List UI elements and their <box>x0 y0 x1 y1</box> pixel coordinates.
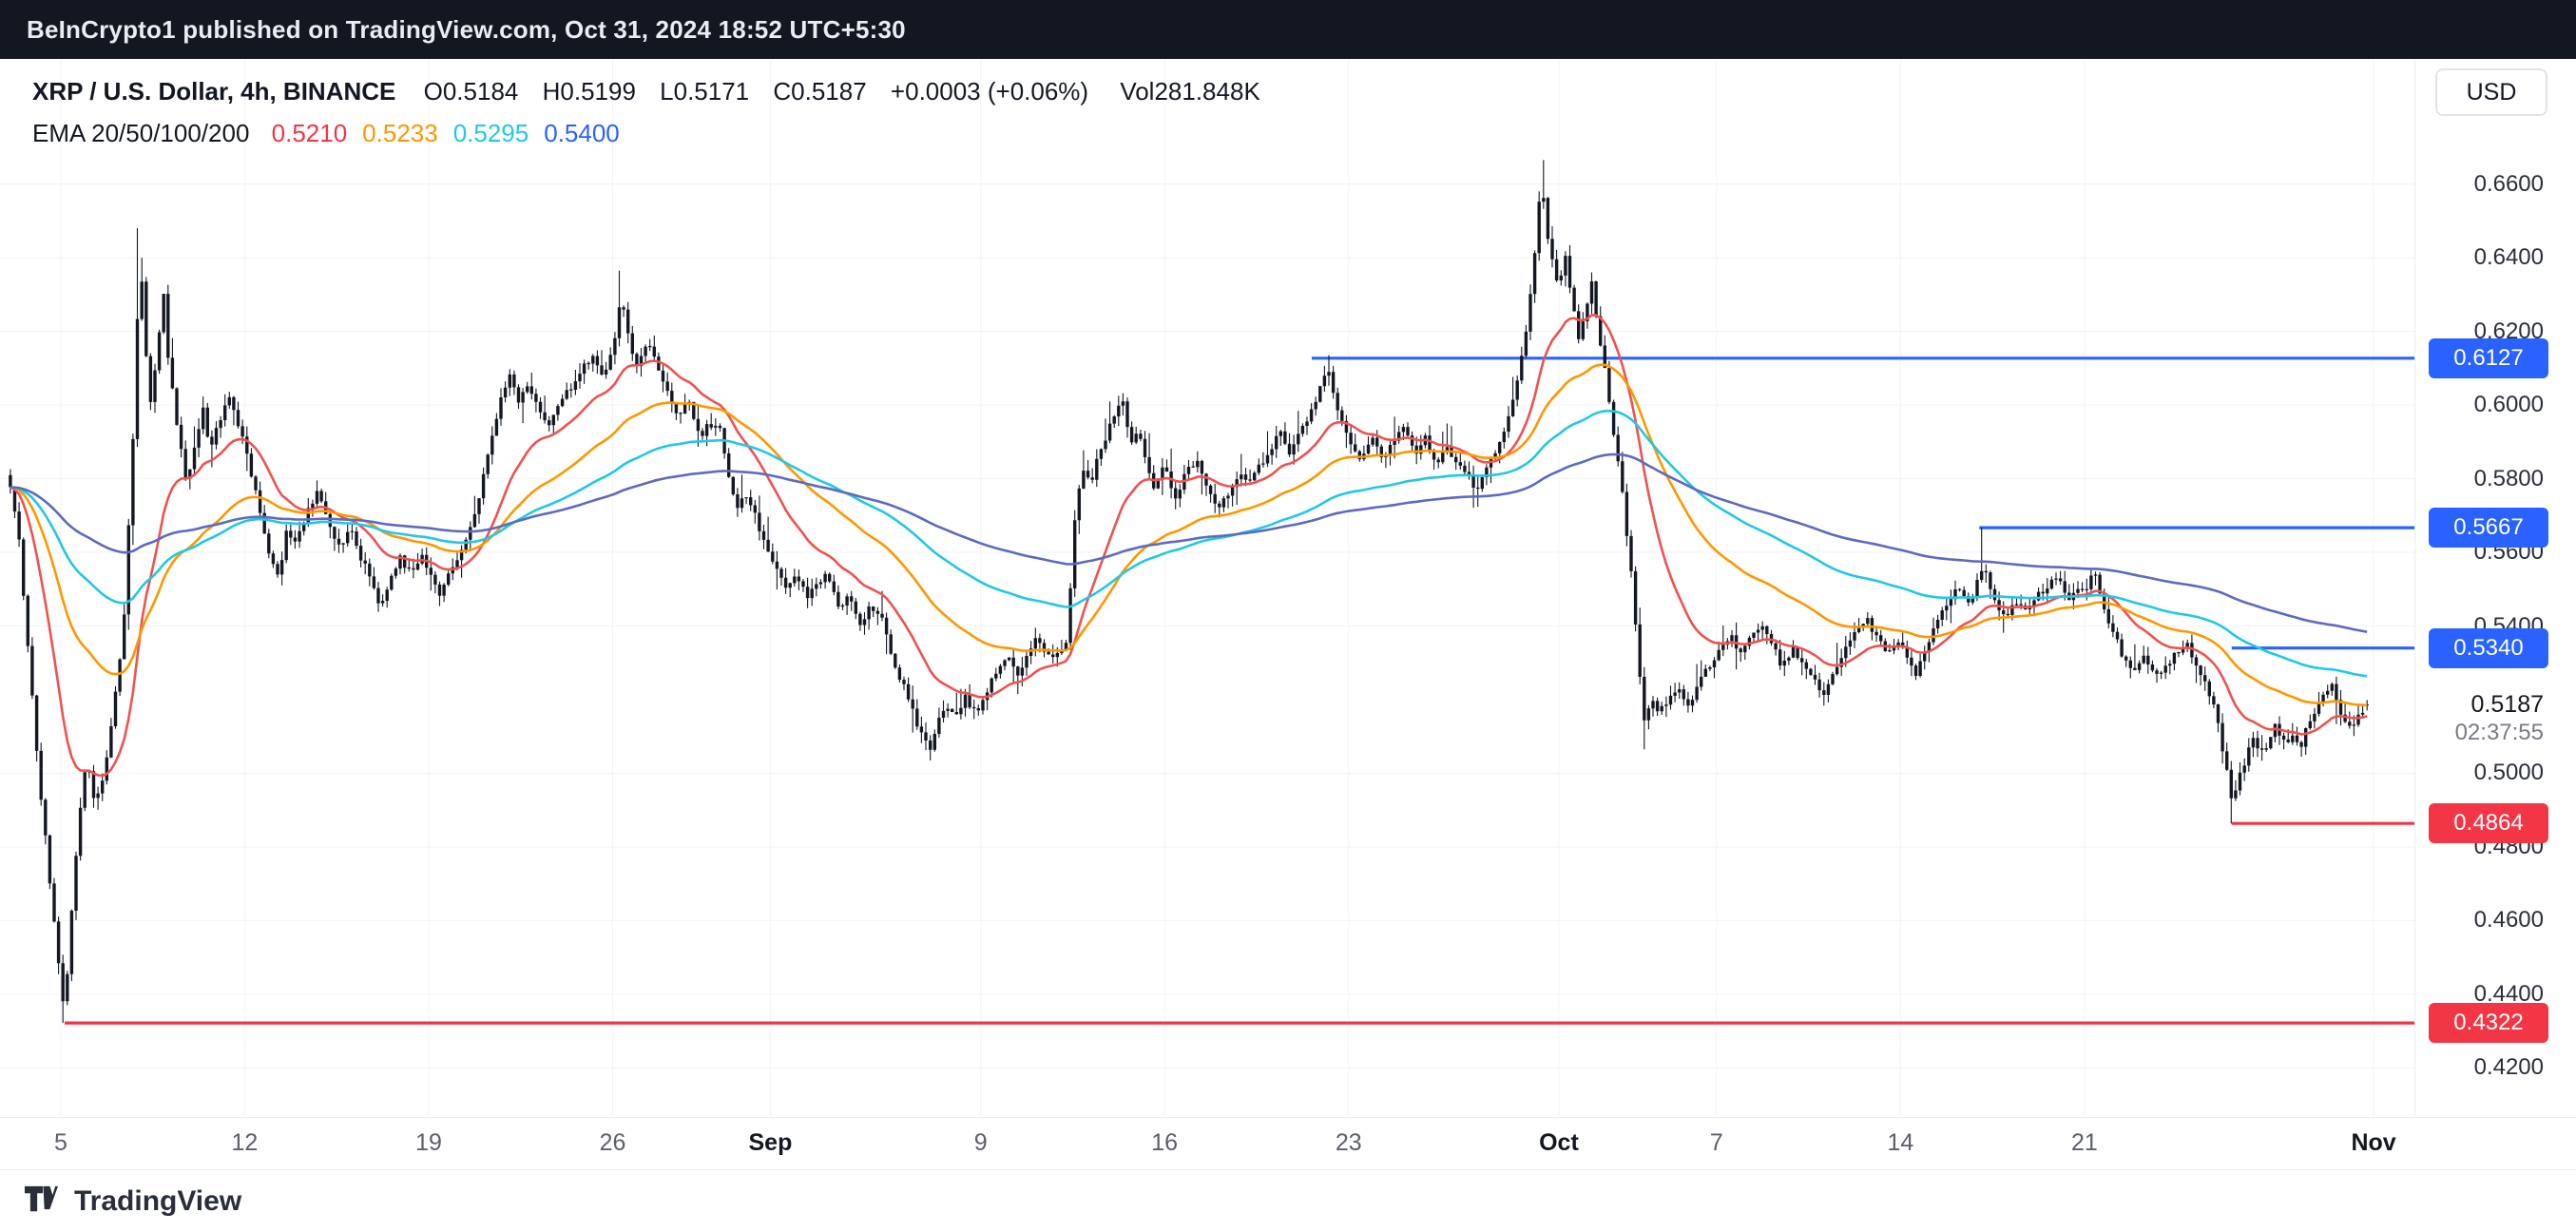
ema-100-line <box>10 409 2368 678</box>
price-level-badge: 0.5667 <box>2429 508 2548 549</box>
time-axis[interactable]: 5 12 19 26 Sep 9 16 23 Oct 7 14 21 Nov <box>0 1117 2576 1169</box>
time-tick: 16 <box>1151 1129 1179 1156</box>
ohlc-close: C0.5187 <box>773 77 867 106</box>
price-chart-plot[interactable] <box>0 59 2414 1117</box>
price-tick: 0.5000 <box>2473 760 2544 786</box>
ema-value: 0.5295 <box>452 119 529 147</box>
ema-20-line <box>10 314 2368 778</box>
price-level-badge: 0.6127 <box>2429 337 2548 378</box>
candle-wicks <box>10 160 2368 1024</box>
ema-value: 0.5233 <box>362 119 438 147</box>
price-axis[interactable]: 0.6600 0.6400 0.6200 0.6000 0.5800 0.5600 0.54… <box>2414 59 2576 1117</box>
tradingview-brand-text[interactable]: TradingView <box>74 1184 242 1217</box>
current-price-label: 0.5187 <box>2470 691 2544 719</box>
price-tick: 0.4400 <box>2473 980 2544 1007</box>
time-tick: 12 <box>231 1129 259 1156</box>
time-tick: Nov <box>2351 1129 2396 1156</box>
symbol-title: XRP / U.S. Dollar, 4h, BINANCE <box>32 77 396 106</box>
time-tick: 7 <box>1709 1129 1723 1156</box>
price-tick: 0.4600 <box>2473 907 2544 934</box>
chart-area: XRP / U.S. Dollar, 4h, BINANCE O0.5184 H… <box>0 59 2576 1169</box>
chart-legend: XRP / U.S. Dollar, 4h, BINANCE O0.5184 H… <box>32 70 1278 154</box>
ema-legend-label: EMA 20/50/100/200 <box>32 119 250 147</box>
ohlc-open: O0.5184 <box>423 77 519 106</box>
tradingview-logo-icon[interactable] <box>25 1185 61 1218</box>
time-tick: 9 <box>973 1129 988 1156</box>
footer: TradingView <box>0 1169 2576 1232</box>
price-tick: 0.5800 <box>2473 465 2544 491</box>
symbol-row: XRP / U.S. Dollar, 4h, BINANCE O0.5184 H… <box>32 70 1278 112</box>
volume-value: Vol281.848K <box>1120 77 1260 106</box>
ohlc-change: +0.0003 (+0.06%) <box>890 77 1089 106</box>
time-tick: 5 <box>53 1129 67 1156</box>
time-tick: 14 <box>1887 1129 1914 1156</box>
price-tick: 0.4200 <box>2473 1054 2544 1081</box>
time-tick: 26 <box>599 1129 626 1156</box>
ema-values: 0.5210 0.5233 0.5295 0.5400 <box>272 119 635 147</box>
price-level-badge: 0.4322 <box>2429 1003 2548 1044</box>
ema-200-line <box>10 452 2368 633</box>
ohlc-low: L0.5171 <box>660 77 750 106</box>
countdown-timer: 02:37:55 <box>2454 720 2544 746</box>
price-tick: 0.6600 <box>2473 170 2544 197</box>
ema-50-line <box>10 363 2368 706</box>
currency-button[interactable]: USD <box>2435 68 2547 116</box>
price-level-badge: 0.5340 <box>2429 627 2548 668</box>
time-tick: Sep <box>748 1129 793 1156</box>
ema-value: 0.5400 <box>544 119 620 147</box>
ohlc-high: H0.5199 <box>542 77 636 106</box>
price-tick: 0.6400 <box>2473 244 2544 271</box>
publish-bar: BeInCrypto1 published on TradingView.com… <box>0 0 2576 59</box>
price-level-badge: 0.4864 <box>2429 803 2548 844</box>
ema-legend-row: EMA 20/50/100/200 0.5210 0.5233 0.5295 0.54… <box>32 112 1278 154</box>
publish-bar-text[interactable]: BeInCrypto1 published on TradingView.com… <box>27 14 906 44</box>
price-tick: 0.6000 <box>2473 392 2544 418</box>
ema-value: 0.5210 <box>271 119 348 147</box>
time-tick: 21 <box>2071 1129 2098 1156</box>
candle-bodies <box>9 198 2369 1002</box>
time-tick: 23 <box>1335 1129 1362 1156</box>
time-tick: 19 <box>415 1129 442 1156</box>
time-tick: Oct <box>1539 1129 1579 1156</box>
